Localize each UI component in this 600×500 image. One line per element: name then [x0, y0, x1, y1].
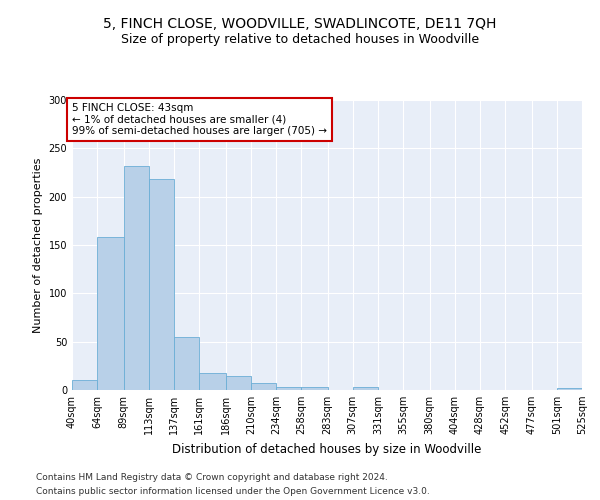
Bar — [199, 372, 226, 390]
Text: 5 FINCH CLOSE: 43sqm
← 1% of detached houses are smaller (4)
99% of semi-detache: 5 FINCH CLOSE: 43sqm ← 1% of detached ho… — [72, 102, 327, 136]
Bar — [353, 387, 378, 390]
Bar — [251, 383, 276, 390]
Bar — [97, 238, 124, 390]
Bar — [226, 376, 251, 390]
Bar — [276, 387, 301, 390]
Y-axis label: Number of detached properties: Number of detached properties — [33, 158, 43, 332]
Text: Size of property relative to detached houses in Woodville: Size of property relative to detached ho… — [121, 32, 479, 46]
Bar — [174, 337, 199, 390]
Text: 5, FINCH CLOSE, WOODVILLE, SWADLINCOTE, DE11 7QH: 5, FINCH CLOSE, WOODVILLE, SWADLINCOTE, … — [103, 18, 497, 32]
Bar — [124, 166, 149, 390]
Bar — [72, 380, 97, 390]
Text: Contains HM Land Registry data © Crown copyright and database right 2024.: Contains HM Land Registry data © Crown c… — [36, 472, 388, 482]
Bar — [301, 387, 328, 390]
Text: Contains public sector information licensed under the Open Government Licence v3: Contains public sector information licen… — [36, 488, 430, 496]
Bar — [557, 388, 582, 390]
X-axis label: Distribution of detached houses by size in Woodville: Distribution of detached houses by size … — [172, 442, 482, 456]
Bar — [149, 180, 174, 390]
